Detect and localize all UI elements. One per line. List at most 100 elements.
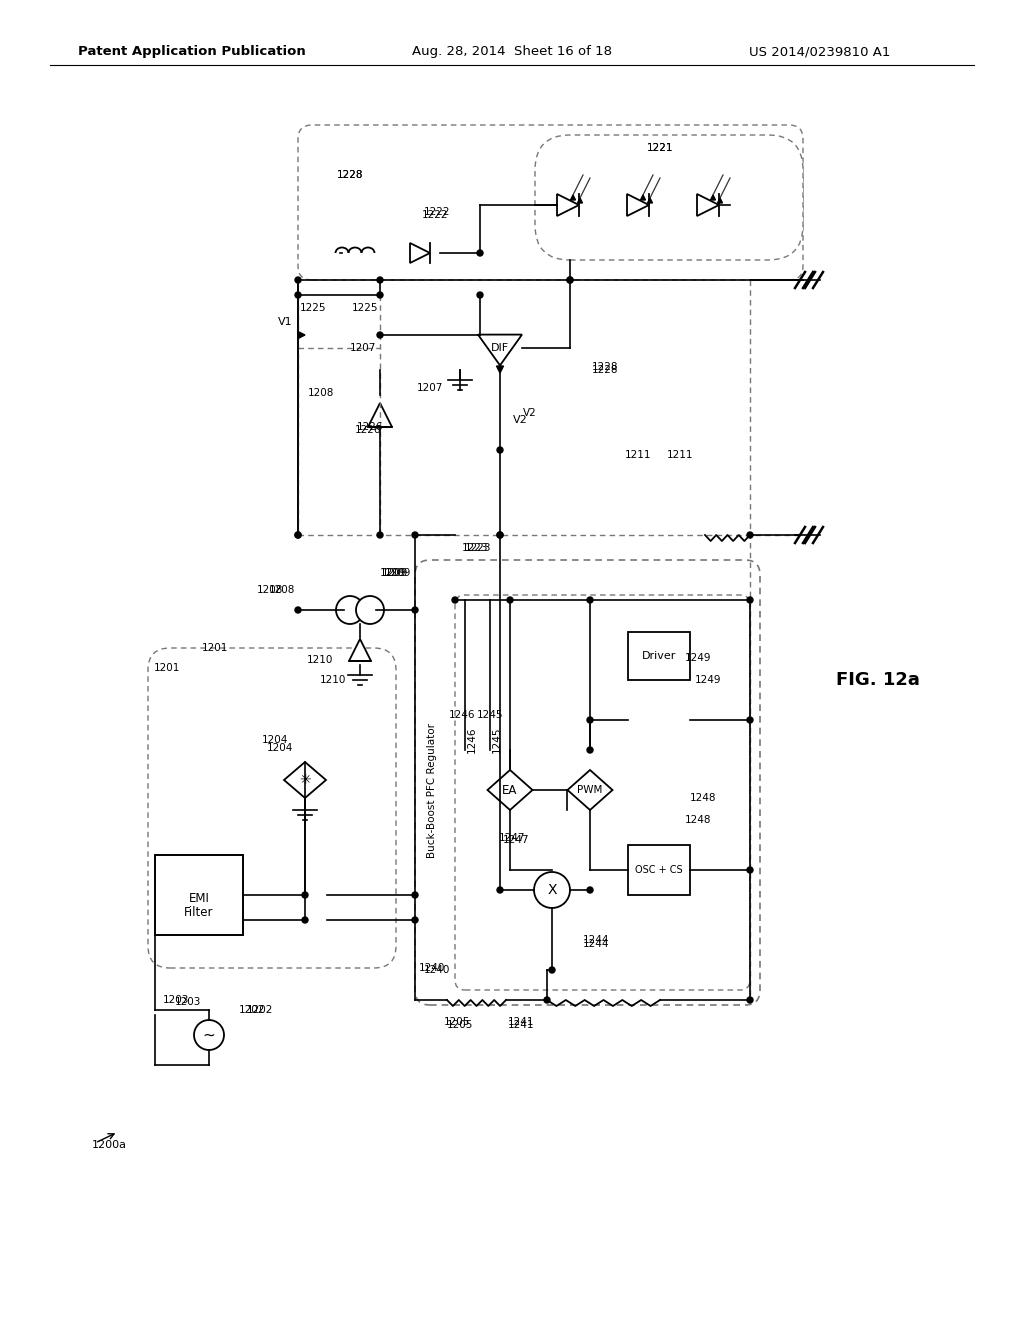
Text: Buck-Boost PFC Regulator: Buck-Boost PFC Regulator: [427, 722, 437, 858]
Bar: [628, 632, 690, 680]
Circle shape: [336, 597, 364, 624]
Circle shape: [377, 292, 383, 298]
Polygon shape: [487, 770, 532, 810]
Polygon shape: [298, 331, 305, 338]
FancyBboxPatch shape: [148, 648, 396, 968]
Circle shape: [295, 607, 301, 612]
Text: 1245: 1245: [477, 710, 503, 719]
Text: 1246: 1246: [449, 710, 475, 719]
Text: 1202: 1202: [239, 1005, 265, 1015]
Text: FIG. 12a: FIG. 12a: [836, 671, 920, 689]
Text: 1240: 1240: [419, 964, 445, 973]
Text: 1221: 1221: [647, 143, 673, 153]
Text: EA: EA: [503, 784, 518, 796]
Circle shape: [587, 887, 593, 894]
Polygon shape: [557, 194, 579, 216]
Polygon shape: [284, 762, 326, 799]
Text: Patent Application Publication: Patent Application Publication: [78, 45, 306, 58]
Text: DIF: DIF: [490, 343, 509, 352]
Circle shape: [412, 607, 418, 612]
Polygon shape: [349, 639, 371, 661]
Polygon shape: [711, 195, 716, 201]
Polygon shape: [570, 195, 575, 201]
Text: 1244: 1244: [583, 935, 609, 945]
Text: 1226: 1226: [356, 422, 383, 432]
Text: 1247: 1247: [499, 833, 525, 843]
Text: 1222: 1222: [422, 210, 449, 220]
Circle shape: [412, 892, 418, 898]
Text: 1201: 1201: [202, 643, 228, 653]
Circle shape: [534, 873, 570, 908]
Circle shape: [302, 892, 308, 898]
Circle shape: [452, 597, 458, 603]
Circle shape: [587, 747, 593, 752]
Circle shape: [746, 597, 753, 603]
Circle shape: [587, 597, 593, 603]
Text: EMI: EMI: [188, 891, 210, 904]
Text: 1223: 1223: [465, 543, 492, 553]
Polygon shape: [640, 195, 645, 201]
Circle shape: [497, 447, 503, 453]
Text: 1202: 1202: [247, 1005, 273, 1015]
Circle shape: [194, 1020, 224, 1049]
Text: 1204: 1204: [262, 735, 288, 744]
Text: 1228: 1228: [337, 170, 364, 180]
Text: Driver: Driver: [642, 651, 676, 661]
Text: 1249: 1249: [685, 653, 712, 663]
Text: 1201: 1201: [154, 663, 180, 673]
Text: 1205: 1205: [446, 1020, 473, 1030]
Circle shape: [302, 917, 308, 923]
Polygon shape: [410, 243, 430, 263]
Text: 1244: 1244: [583, 939, 609, 949]
Text: 1240: 1240: [424, 965, 451, 975]
Text: 1225: 1225: [300, 304, 327, 313]
Text: 1200a: 1200a: [92, 1140, 127, 1150]
Circle shape: [477, 249, 483, 256]
Text: 1210: 1210: [319, 675, 346, 685]
Text: 1203: 1203: [163, 995, 189, 1005]
Circle shape: [544, 997, 550, 1003]
Circle shape: [412, 532, 418, 539]
Text: 1228: 1228: [592, 366, 618, 375]
Polygon shape: [497, 366, 504, 374]
Text: 1208: 1208: [257, 585, 284, 595]
Text: 1228: 1228: [592, 362, 618, 372]
Text: 1247: 1247: [503, 836, 529, 845]
Text: Aug. 28, 2014  Sheet 16 of 18: Aug. 28, 2014 Sheet 16 of 18: [412, 45, 612, 58]
Bar: [628, 845, 690, 895]
Text: 1241: 1241: [508, 1020, 535, 1030]
Text: 1245: 1245: [492, 727, 502, 754]
Text: 1203: 1203: [175, 997, 202, 1007]
Circle shape: [497, 887, 503, 894]
Text: 1207: 1207: [417, 383, 443, 393]
Text: 1209: 1209: [385, 568, 412, 578]
Text: 1209: 1209: [382, 568, 409, 578]
Text: 1207: 1207: [350, 343, 376, 352]
Text: 1211: 1211: [667, 450, 693, 459]
Text: 1221: 1221: [647, 143, 673, 153]
FancyBboxPatch shape: [415, 560, 760, 1005]
Circle shape: [377, 532, 383, 539]
Polygon shape: [718, 198, 723, 203]
Text: 1208: 1208: [308, 388, 335, 399]
Circle shape: [746, 867, 753, 873]
Circle shape: [497, 532, 503, 539]
Text: 1210: 1210: [307, 655, 333, 665]
Text: 1226: 1226: [354, 425, 381, 436]
Text: PWM: PWM: [578, 785, 603, 795]
Circle shape: [477, 292, 483, 298]
Text: Filter: Filter: [184, 906, 214, 919]
Polygon shape: [627, 194, 649, 216]
Circle shape: [412, 917, 418, 923]
Text: 1204: 1204: [267, 743, 293, 752]
Circle shape: [295, 277, 301, 282]
Text: ✳: ✳: [299, 774, 311, 787]
Polygon shape: [647, 198, 652, 203]
Circle shape: [549, 968, 555, 973]
Text: 1246: 1246: [467, 727, 477, 754]
Polygon shape: [368, 403, 392, 426]
Text: 1208: 1208: [269, 585, 295, 595]
Circle shape: [377, 333, 383, 338]
Circle shape: [746, 532, 753, 539]
Text: V2: V2: [513, 414, 527, 425]
